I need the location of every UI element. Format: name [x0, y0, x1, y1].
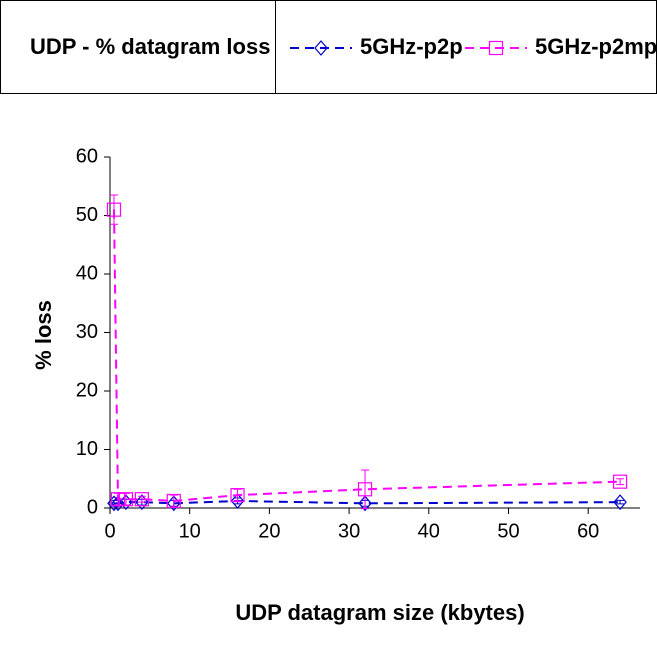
y-tick-label: 50: [76, 204, 98, 226]
marker-square: [110, 492, 126, 507]
error-bar: [113, 492, 122, 506]
y-tick-label: 40: [76, 262, 98, 284]
marker-square: [166, 493, 181, 509]
y-tick-label: 10: [76, 438, 98, 460]
marker-diamond: [613, 494, 627, 511]
x-tick-label: 30: [338, 520, 360, 542]
y-tick-label: 20: [76, 379, 98, 401]
error-bar: [169, 494, 178, 508]
error-bar: [616, 499, 625, 505]
marker-square: [357, 482, 373, 497]
x-axis-label: UDP datagram size (kbytes): [235, 600, 524, 625]
x-tick-label: 0: [104, 520, 115, 542]
y-tick-label: 0: [87, 496, 98, 518]
marker-square: [118, 492, 134, 507]
marker-diamond: [111, 495, 125, 512]
error-bar: [233, 488, 242, 502]
series-line: [113, 499, 621, 505]
chart-title: UDP - % datagram loss: [30, 34, 270, 59]
marker-square: [106, 202, 122, 217]
error-bar: [361, 469, 370, 510]
marker-diamond: [314, 40, 328, 56]
series-line: [112, 209, 621, 502]
x-tick-label: 50: [497, 520, 519, 542]
x-tick-label: 20: [258, 520, 280, 542]
x-tick-label: 60: [577, 520, 599, 542]
error-bar: [121, 492, 130, 506]
error-bar: [137, 495, 146, 503]
error-bar: [109, 194, 118, 225]
error-bar: [616, 478, 625, 486]
marker-diamond: [358, 495, 372, 512]
marker-square: [612, 474, 628, 489]
y-tick-label: 30: [76, 321, 98, 343]
x-tick-label: 40: [418, 520, 440, 542]
y-tick-label: 60: [76, 145, 98, 167]
y-axis-label: % loss: [31, 300, 56, 370]
marker-square: [230, 488, 245, 503]
legend-label: 5GHz-p2p: [360, 34, 463, 59]
marker-square: [134, 492, 149, 507]
legend-label: 5GHz-p2mp: [535, 34, 657, 59]
title-box: [0, 0, 276, 94]
marker-diamond: [230, 493, 245, 509]
x-tick-label: 10: [179, 520, 201, 542]
marker-square: [488, 40, 504, 56]
